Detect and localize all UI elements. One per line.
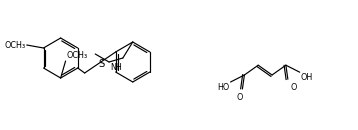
Text: O: O <box>236 93 243 102</box>
Text: OCH₃: OCH₃ <box>5 41 26 50</box>
Text: OCH₃: OCH₃ <box>67 51 88 60</box>
Text: OH: OH <box>301 73 313 82</box>
Text: HO: HO <box>217 83 229 92</box>
Text: O: O <box>291 83 297 92</box>
Text: S: S <box>98 58 104 69</box>
Text: NH: NH <box>110 63 122 72</box>
